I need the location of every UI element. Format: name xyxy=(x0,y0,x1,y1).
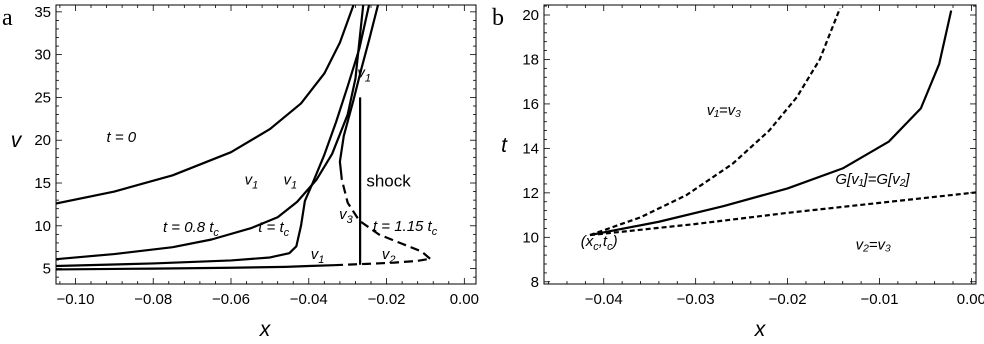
annotation-10: v2 xyxy=(382,246,396,266)
annotation-6: shock xyxy=(366,171,411,190)
y-tick-label: 18 xyxy=(522,51,539,68)
annotation-0: t = 0 xyxy=(107,129,137,146)
y-tick-label: 10 xyxy=(522,229,539,246)
y-tick-label: 20 xyxy=(34,132,51,149)
series-line-2 xyxy=(56,5,371,268)
annotation-2: v1 xyxy=(284,172,298,192)
series-line-1 xyxy=(56,5,365,261)
annotation-3: (xc,tc) xyxy=(581,233,618,253)
panel-label-b: b xyxy=(492,5,504,31)
x-tick-label: 0.00 xyxy=(450,291,479,308)
annotation-8: t = 1.15 tc xyxy=(373,218,438,238)
annotation-5: v1 xyxy=(357,65,371,85)
x-tick-label: −0.06 xyxy=(212,291,250,308)
annotation-9: v1 xyxy=(311,246,325,266)
plot-frame xyxy=(543,4,977,285)
x-tick-label: −0.04 xyxy=(290,291,328,308)
annotation-1: G[v₁]=G[v₂] xyxy=(835,171,910,188)
x-tick-label: −0.02 xyxy=(368,291,406,308)
x-tick-label: −0.02 xyxy=(769,291,807,308)
x-tick-label: 0.00 xyxy=(957,291,984,308)
series-line-0 xyxy=(589,7,841,237)
plot-area xyxy=(56,5,431,271)
annotation-1: v1 xyxy=(245,172,259,192)
panel-label-a: a xyxy=(2,5,13,31)
y-tick-label: 25 xyxy=(34,89,51,106)
plot-frame xyxy=(55,4,477,285)
series-line-1 xyxy=(589,10,953,237)
series-line-0 xyxy=(56,5,355,205)
annotation-7: v3 xyxy=(339,206,354,226)
series-line-4 xyxy=(334,257,431,267)
y-tick-label: 16 xyxy=(522,96,539,113)
plot-area xyxy=(589,7,976,237)
y-axis-label: v xyxy=(11,129,23,152)
annotation-0: v₁=v₃ xyxy=(707,102,741,119)
x-tick-label: −0.04 xyxy=(585,291,623,308)
annotation-2: v₂=v₃ xyxy=(856,237,891,254)
series-line-5 xyxy=(340,179,431,260)
x-tick-label: −0.08 xyxy=(134,291,172,308)
annotation-3: t = 0.8 tc xyxy=(163,219,219,239)
chart-panel-a: −0.10 −0.08 −0.06 −0.04 −0.02 0.00 5 10 15 20 25 30… xyxy=(11,4,479,341)
series-line-2 xyxy=(589,191,976,237)
y-tick-label: 12 xyxy=(522,185,539,202)
annotation-4: t = tc xyxy=(258,219,289,239)
y-tick-label: 30 xyxy=(34,47,51,64)
y-tick-label: 10 xyxy=(34,218,51,235)
y-tick-label: 5 xyxy=(43,261,51,278)
y-tick-label: 8 xyxy=(531,274,539,291)
x-axis-label: x xyxy=(259,318,272,341)
series-line-6 xyxy=(338,5,380,180)
x-tick-label: −0.10 xyxy=(56,291,94,308)
chart-panel-b: −0.04 −0.03 −0.02 −0.01 0.00 8 10 12 14 16 18 20 x t v… xyxy=(501,4,984,341)
y-tick-label: 20 xyxy=(522,7,539,24)
y-tick-label: 35 xyxy=(34,4,51,21)
y-tick-label: 14 xyxy=(522,140,539,157)
x-tick-label: −0.01 xyxy=(861,291,899,308)
y-axis-label: t xyxy=(501,134,508,157)
x-tick-label: −0.03 xyxy=(677,291,715,308)
x-axis-label: x xyxy=(754,318,767,341)
y-tick-label: 15 xyxy=(34,175,51,192)
series-line-3 xyxy=(56,264,335,271)
